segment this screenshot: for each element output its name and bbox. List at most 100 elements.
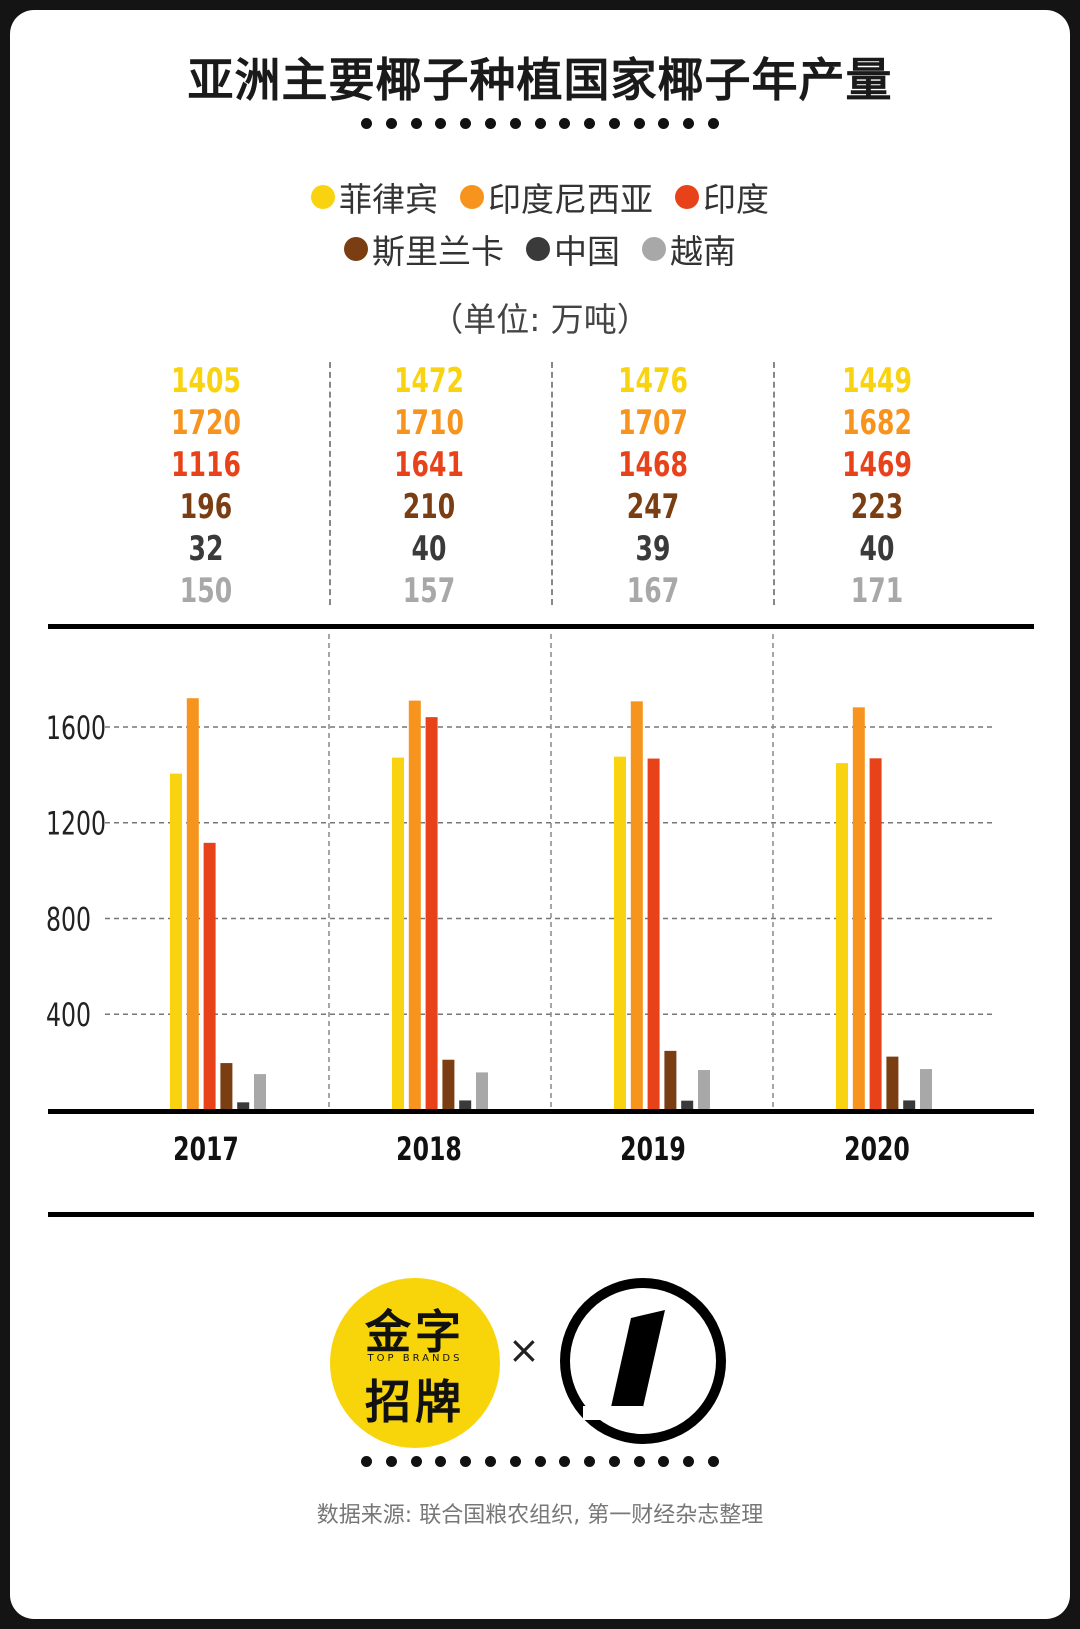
legend-swatch [675,185,699,209]
divider-dot [658,118,670,129]
divider-dot [509,118,521,129]
bar-2019-印度 [647,758,660,1110]
top-brands-logo: 金字 TOP BRANDS 招牌 [330,1278,500,1448]
logo-text-bottom: 招牌 [365,1375,465,1429]
value-label: 150 [179,571,233,611]
legend-swatch [311,185,335,209]
value-label: 1707 [618,403,688,443]
column-separator [551,362,553,605]
divider-dot [435,1456,447,1467]
divider-dot [683,1456,695,1467]
chart-title: 亚洲主要椰子种植国家椰子年产量 [187,53,893,107]
value-label: 1710 [394,403,464,443]
value-label: 1469 [842,445,912,485]
value-label: 167 [626,571,680,611]
bar-2018-印度 [425,717,438,1110]
divider-dot [633,118,645,129]
source-note: 数据来源: 联合国粮农组织, 第一财经杂志整理 [316,1503,764,1528]
unit-label: （单位: 万吨） [430,300,650,339]
chart-top-border [48,624,1034,629]
value-column-2019: 1476 1707 1468 247 39 167 [553,360,753,612]
bar-2019-斯里兰卡 [664,1050,677,1110]
divider-dot [608,118,620,129]
value-label: 171 [850,571,904,611]
divider-dot [559,118,571,129]
value-label: 39 [635,529,671,569]
value-label: 1641 [394,445,464,485]
legend-item: 越南 [642,225,736,273]
logo-subtext: TOP BRANDS [367,1353,463,1364]
chart-baseline [48,1109,1034,1114]
yicai-logo [560,1278,726,1444]
footer-divider [48,1212,1034,1217]
bar-2020-越南 [920,1069,932,1110]
value-label: 1472 [394,361,464,401]
value-column-2018: 1472 1710 1641 210 40 157 [329,360,529,612]
divider-dot [658,1456,670,1467]
value-column-2017: 1405 1720 1116 196 32 150 [106,360,306,612]
value-label: 32 [188,529,224,569]
bar-2019-印度尼西亚 [630,701,643,1110]
divider-dot [608,1456,620,1467]
footer-dot-divider [10,1456,1070,1467]
column-separator [329,362,331,605]
value-label: 210 [402,487,456,527]
bar-2017-印度尼西亚 [186,698,199,1110]
bar-2018-中国 [459,1100,472,1110]
title-dot-divider [10,118,1070,129]
value-label: 1720 [171,403,241,443]
bar-2017-斯里兰卡 [220,1063,233,1110]
divider-dot [708,118,720,129]
divider-dot [584,1456,596,1467]
bar-2020-印度 [869,758,882,1110]
bar-chart: 400 800 1200 1600 2017 2018 2019 2020 [46,634,1034,1168]
bar-2020-斯里兰卡 [886,1056,899,1110]
bar-2018-印度尼西亚 [408,700,421,1110]
legend-item: 印度尼西亚 [460,173,653,221]
x-tick-label: 2018 [396,1130,462,1167]
value-label: 1468 [618,445,688,485]
bar-2019-中国 [681,1100,694,1110]
legend-swatch [526,237,550,261]
value-label: 1449 [842,361,912,401]
value-label: 1682 [842,403,912,443]
legend-label: 印度尼西亚 [488,180,653,219]
logo-separator: × [508,1328,540,1372]
x-tick-label: 2020 [844,1130,910,1167]
legend-label: 越南 [670,232,736,271]
bar-2017-印度 [203,842,216,1110]
divider-dot [435,118,447,129]
divider-dot [509,1456,521,1467]
divider-dot [385,1456,397,1467]
divider-dot [633,1456,645,1467]
legend-swatch [460,185,484,209]
bar-2020-中国 [903,1100,916,1110]
bar-2018-越南 [476,1072,488,1110]
divider-dot [683,118,695,129]
legend-item: 印度 [675,173,769,221]
value-label: 1476 [618,361,688,401]
value-label: 40 [859,529,895,569]
value-label: 1116 [171,445,241,485]
legend-row-2: 斯里兰卡 中国 越南 [10,225,1070,273]
legend-item: 中国 [526,225,620,273]
divider-dot [559,1456,571,1467]
bar-2020-菲律宾 [836,763,848,1110]
divider-dot [410,118,422,129]
bar-2019-菲律宾 [614,756,626,1110]
bar-2018-菲律宾 [392,757,404,1110]
bar-2017-越南 [254,1074,266,1110]
value-label: 1405 [171,361,241,401]
divider-dot [360,118,372,129]
x-tick-label: 2019 [620,1130,686,1167]
legend-item: 菲律宾 [311,173,438,221]
legend-label: 中国 [554,232,620,271]
value-label: 223 [850,487,904,527]
x-tick-label: 2017 [173,1130,239,1167]
bar-2017-中国 [237,1102,250,1110]
y-tick-label: 1600 [46,709,106,746]
bar-2019-越南 [698,1070,710,1110]
value-label: 40 [411,529,447,569]
divider-dot [410,1456,422,1467]
legend-swatch [642,237,666,261]
